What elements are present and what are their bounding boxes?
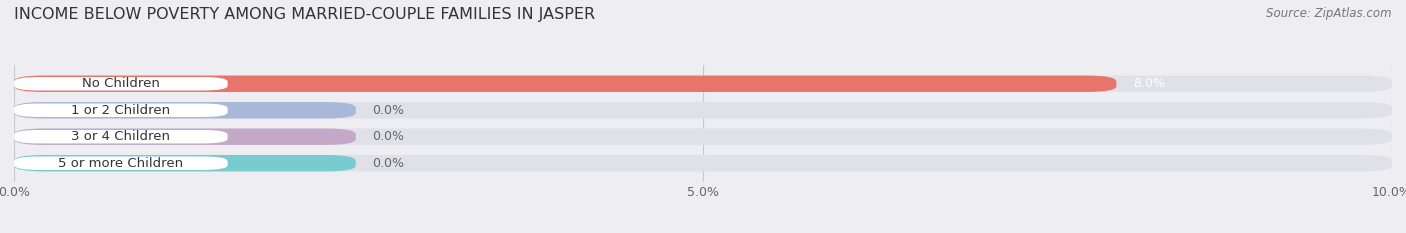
Text: No Children: No Children [82, 77, 160, 90]
FancyBboxPatch shape [14, 129, 1392, 145]
FancyBboxPatch shape [14, 102, 356, 118]
Text: INCOME BELOW POVERTY AMONG MARRIED-COUPLE FAMILIES IN JASPER: INCOME BELOW POVERTY AMONG MARRIED-COUPL… [14, 7, 595, 22]
FancyBboxPatch shape [14, 102, 1392, 118]
Text: 0.0%: 0.0% [373, 130, 405, 143]
Text: 8.0%: 8.0% [1133, 77, 1166, 90]
FancyBboxPatch shape [14, 157, 228, 170]
Text: Source: ZipAtlas.com: Source: ZipAtlas.com [1267, 7, 1392, 20]
FancyBboxPatch shape [14, 103, 228, 117]
FancyBboxPatch shape [14, 75, 1392, 92]
Text: 3 or 4 Children: 3 or 4 Children [72, 130, 170, 143]
Text: 1 or 2 Children: 1 or 2 Children [72, 104, 170, 117]
FancyBboxPatch shape [14, 77, 228, 90]
FancyBboxPatch shape [14, 155, 1392, 171]
Text: 0.0%: 0.0% [373, 104, 405, 117]
Text: 0.0%: 0.0% [373, 157, 405, 170]
FancyBboxPatch shape [14, 75, 1116, 92]
Text: 5 or more Children: 5 or more Children [58, 157, 183, 170]
FancyBboxPatch shape [14, 130, 228, 144]
FancyBboxPatch shape [14, 155, 356, 171]
FancyBboxPatch shape [14, 129, 356, 145]
